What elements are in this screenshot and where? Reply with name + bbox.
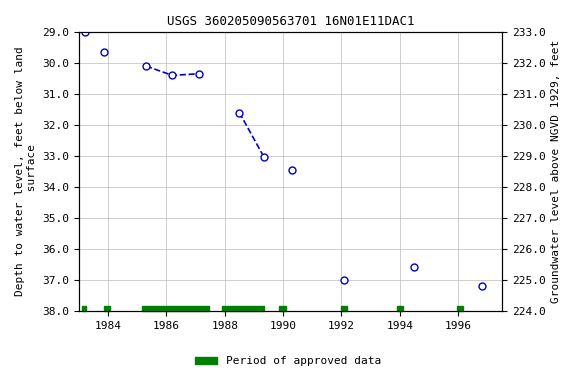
- Bar: [104, 306, 109, 311]
- Bar: [397, 306, 403, 311]
- Bar: [82, 306, 86, 311]
- Title: USGS 360205090563701 16N01E11DAC1: USGS 360205090563701 16N01E11DAC1: [166, 15, 414, 28]
- Bar: [142, 306, 209, 311]
- Legend: Period of approved data: Period of approved data: [191, 352, 385, 371]
- Bar: [222, 306, 264, 311]
- Bar: [457, 306, 463, 311]
- Y-axis label: Depth to water level, feet below land
 surface: Depth to water level, feet below land su…: [15, 46, 37, 296]
- Bar: [279, 306, 286, 311]
- Bar: [342, 306, 347, 311]
- Y-axis label: Groundwater level above NGVD 1929, feet: Groundwater level above NGVD 1929, feet: [551, 40, 561, 303]
